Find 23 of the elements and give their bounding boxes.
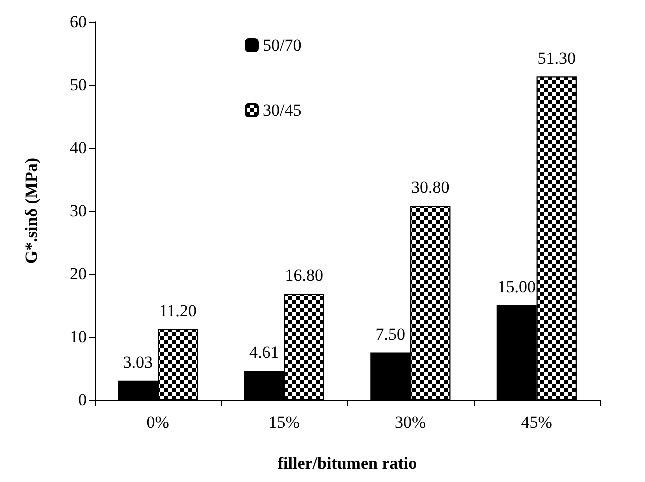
y-axis-title: G*.sinδ (MPa) [22,158,41,264]
data-label: 30.80 [412,178,450,197]
x-tick-label: 15% [268,413,300,432]
y-tick-label: 20 [70,264,87,284]
x-tick-label: 45% [521,413,552,432]
y-tick-label: 50 [70,76,87,94]
data-label: 15.00 [498,278,536,296]
legend-label: 50/70 [263,36,302,55]
data-label: 7.50 [376,324,406,344]
y-tick-label: 10 [70,328,87,346]
x-tick-label: 0% [146,413,170,432]
y-tick-label: 60 [70,12,87,32]
data-label: 4.61 [250,342,280,362]
data-label: 51.30 [538,48,576,68]
x-axis-title: filler/bitumen ratio [278,454,418,473]
y-tick-label: 30 [70,202,87,220]
data-label: 11.20 [159,301,197,320]
legend-label: 30/45 [263,101,302,120]
y-tick-label: 40 [70,138,87,158]
y-tick-label: 0 [78,390,87,410]
data-label: 3.03 [123,352,153,372]
x-tick-label: 30% [395,413,426,432]
data-label: 16.80 [285,266,324,286]
